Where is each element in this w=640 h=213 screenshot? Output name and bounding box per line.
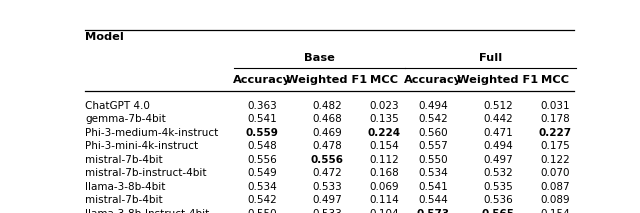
Text: 0.135: 0.135 (369, 114, 399, 124)
Text: Model: Model (85, 32, 124, 42)
Text: Accuracy: Accuracy (404, 75, 462, 85)
Text: 0.469: 0.469 (312, 128, 342, 138)
Text: Weighted F1: Weighted F1 (286, 75, 367, 85)
Text: Phi-3-mini-4k-instruct: Phi-3-mini-4k-instruct (85, 141, 198, 151)
Text: 0.154: 0.154 (369, 141, 399, 151)
Text: 0.175: 0.175 (540, 141, 570, 151)
Text: Accuracy: Accuracy (233, 75, 291, 85)
Text: 0.224: 0.224 (367, 128, 401, 138)
Text: 0.478: 0.478 (312, 141, 342, 151)
Text: 0.442: 0.442 (483, 114, 513, 124)
Text: mistral-7b-4bit: mistral-7b-4bit (85, 195, 163, 205)
Text: 0.468: 0.468 (312, 114, 342, 124)
Text: 0.534: 0.534 (248, 182, 277, 192)
Text: 0.114: 0.114 (369, 195, 399, 205)
Text: 0.548: 0.548 (248, 141, 277, 151)
Text: 0.560: 0.560 (419, 128, 448, 138)
Text: mistral-7b-instruct-4bit: mistral-7b-instruct-4bit (85, 168, 207, 178)
Text: Full: Full (479, 53, 502, 63)
Text: Weighted F1: Weighted F1 (458, 75, 538, 85)
Text: 0.494: 0.494 (419, 101, 448, 111)
Text: 0.178: 0.178 (540, 114, 570, 124)
Text: 0.556: 0.556 (248, 155, 277, 165)
Text: 0.497: 0.497 (483, 155, 513, 165)
Text: 0.544: 0.544 (419, 195, 448, 205)
Text: 0.472: 0.472 (312, 168, 342, 178)
Text: Phi-3-medium-4k-instruct: Phi-3-medium-4k-instruct (85, 128, 218, 138)
Text: 0.494: 0.494 (483, 141, 513, 151)
Text: 0.497: 0.497 (312, 195, 342, 205)
Text: 0.533: 0.533 (312, 182, 342, 192)
Text: 0.512: 0.512 (483, 101, 513, 111)
Text: 0.087: 0.087 (540, 182, 570, 192)
Text: 0.541: 0.541 (419, 182, 448, 192)
Text: 0.535: 0.535 (483, 182, 513, 192)
Text: 0.559: 0.559 (246, 128, 278, 138)
Text: 0.565: 0.565 (481, 209, 515, 213)
Text: 0.031: 0.031 (540, 101, 570, 111)
Text: 0.023: 0.023 (369, 101, 399, 111)
Text: 0.573: 0.573 (417, 209, 450, 213)
Text: 0.471: 0.471 (483, 128, 513, 138)
Text: gemma-7b-4bit: gemma-7b-4bit (85, 114, 166, 124)
Text: 0.550: 0.550 (419, 155, 448, 165)
Text: llama-3-8b-Instruct-4bit: llama-3-8b-Instruct-4bit (85, 209, 209, 213)
Text: 0.122: 0.122 (540, 155, 570, 165)
Text: 0.556: 0.556 (310, 155, 343, 165)
Text: llama-3-8b-4bit: llama-3-8b-4bit (85, 182, 165, 192)
Text: 0.536: 0.536 (483, 195, 513, 205)
Text: mistral-7b-4bit: mistral-7b-4bit (85, 155, 163, 165)
Text: 0.534: 0.534 (419, 168, 448, 178)
Text: 0.542: 0.542 (248, 195, 277, 205)
Text: Base: Base (304, 53, 335, 63)
Text: 0.154: 0.154 (540, 209, 570, 213)
Text: 0.089: 0.089 (540, 195, 570, 205)
Text: 0.532: 0.532 (483, 168, 513, 178)
Text: 0.227: 0.227 (538, 128, 572, 138)
Text: 0.542: 0.542 (419, 114, 448, 124)
Text: 0.482: 0.482 (312, 101, 342, 111)
Text: 0.550: 0.550 (248, 209, 277, 213)
Text: 0.168: 0.168 (369, 168, 399, 178)
Text: 0.112: 0.112 (369, 155, 399, 165)
Text: MCC: MCC (541, 75, 569, 85)
Text: 0.557: 0.557 (419, 141, 448, 151)
Text: 0.070: 0.070 (540, 168, 570, 178)
Text: 0.363: 0.363 (248, 101, 277, 111)
Text: MCC: MCC (370, 75, 398, 85)
Text: 0.533: 0.533 (312, 209, 342, 213)
Text: 0.549: 0.549 (248, 168, 277, 178)
Text: 0.069: 0.069 (369, 182, 399, 192)
Text: 0.104: 0.104 (369, 209, 399, 213)
Text: 0.541: 0.541 (248, 114, 277, 124)
Text: ChatGPT 4.0: ChatGPT 4.0 (85, 101, 150, 111)
